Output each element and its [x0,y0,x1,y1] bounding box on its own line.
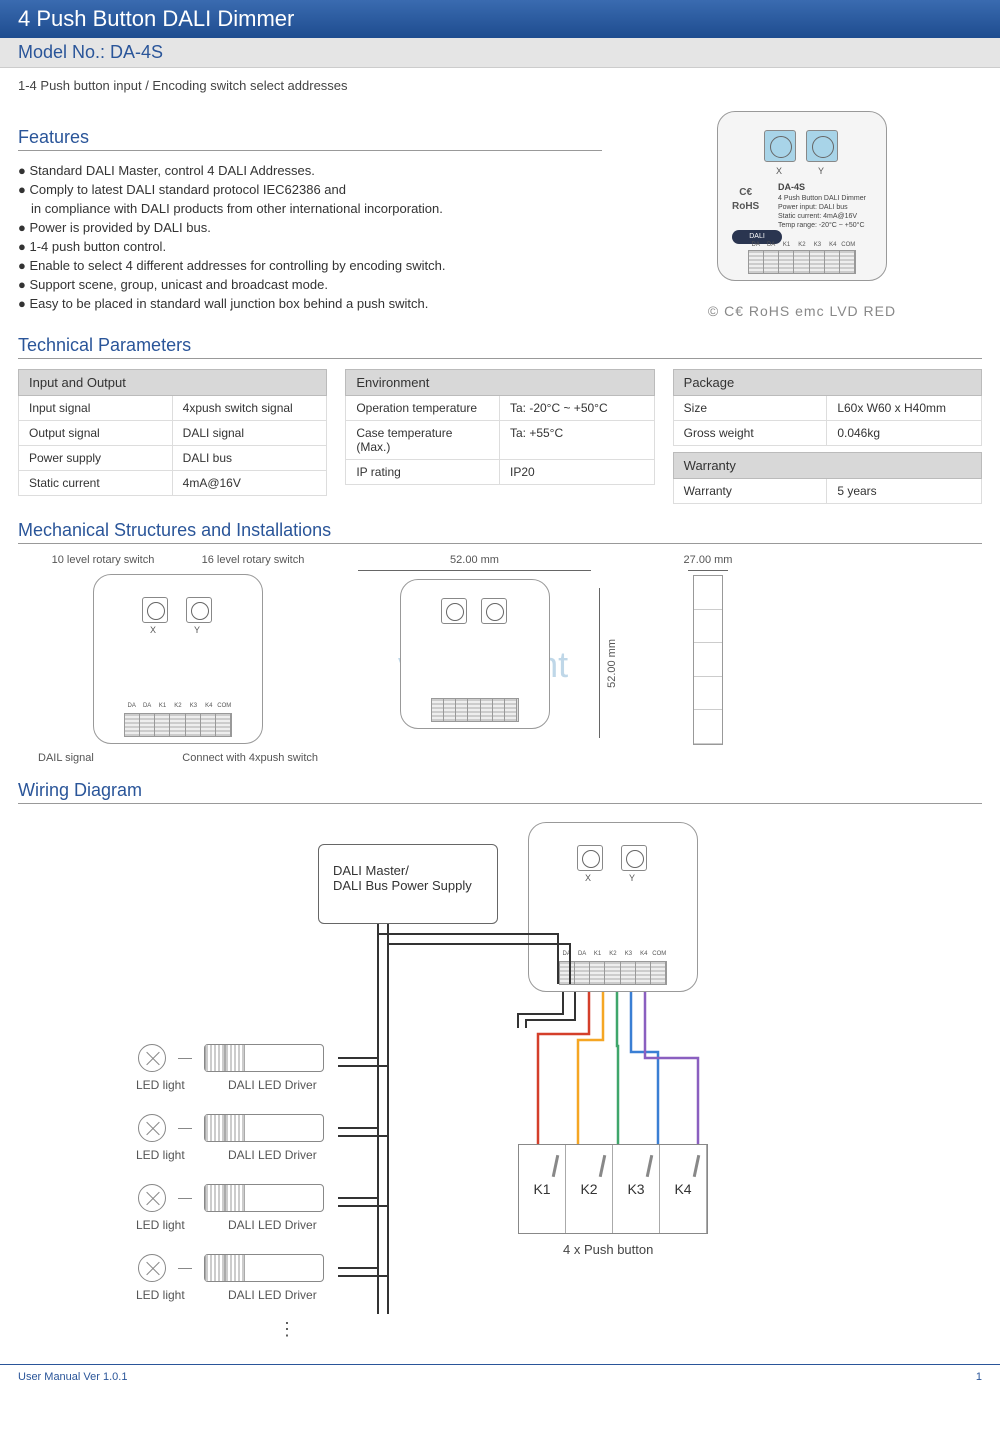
push-button-box: K1K2K3K4 [518,1144,708,1234]
mech-device-dim [400,579,550,729]
rotary10-label: 10 level rotary switch [52,554,155,566]
pkg-table-header: Package [673,369,982,396]
led-light-label: LED light [136,1218,185,1232]
io-table: Input and Output Input signal4xpush swit… [18,369,327,504]
dali-driver-icon [204,1114,324,1142]
depth-dim: 27.00 mm [648,554,768,566]
driver-label: DALI LED Driver [228,1218,317,1232]
subtitle: 1-4 Push button input / Encoding switch … [18,78,982,93]
mech-heading: Mechanical Structures and Installations [18,520,982,544]
mech-device-side [693,575,723,745]
led-driver-row [138,1184,324,1212]
feature-item: Power is provided by DALI bus. [18,218,602,237]
tech-heading: Technical Parameters [18,335,982,359]
led-bulb-icon [138,1184,166,1212]
driver-label: DALI LED Driver [228,1148,317,1162]
table-row: SizeL60x W60 x H40mm [674,396,981,421]
dali-driver-icon [204,1044,324,1072]
width-dim: 52.00 mm [358,554,591,566]
title-bar: 4 Push Button DALI Dimmer [0,0,1000,38]
wiring-device: X Y DADAK1K2K3K4COM [528,822,698,992]
dali-driver-icon [204,1254,324,1282]
table-row: Operation temperatureTa: -20°C ~ +50°C [346,396,653,421]
connect-label: Connect with 4xpush switch [182,752,318,764]
dali-master-box: DALI Master/ DALI Bus Power Supply [318,844,498,924]
table-row: Input signal4xpush switch signal [19,396,326,421]
led-driver-row [138,1044,324,1072]
table-row: Case temperature (Max.)Ta: +55°C [346,421,653,460]
push-key: K3 [613,1145,660,1233]
footer: User Manual Ver 1.0.1 1 [0,1364,1000,1389]
push-key: K4 [660,1145,707,1233]
led-bulb-icon [138,1114,166,1142]
driver-label: DALI LED Driver [228,1288,317,1302]
table-row: Static current4mA@16V [19,471,326,496]
io-table-header: Input and Output [18,369,327,396]
certification-row: © C€ RoHS emc LVD RED [622,303,982,319]
rotary-x-icon [764,130,796,162]
warranty-table-header: Warranty [673,452,982,479]
device-text: DA-4S 4 Push Button DALI Dimmer Power in… [778,182,866,230]
pkg-warranty-col: Package SizeL60x W60 x H40mmGross weight… [673,369,982,504]
dial-y-label: Y [818,166,824,176]
table-row: Power supplyDALI bus [19,446,326,471]
rotary16-label: 16 level rotary switch [202,554,305,566]
mech-dial-y-icon [186,597,212,623]
footer-version: User Manual Ver 1.0.1 [18,1371,127,1383]
mech-terminals-icon [124,713,232,737]
feature-item: 1-4 push button control. [18,237,602,256]
feature-item: Enable to select 4 different addresses f… [18,256,602,275]
driver-label: DALI LED Driver [228,1078,317,1092]
table-row: Warranty5 years [674,479,981,504]
led-driver-row [138,1254,324,1282]
product-image-col: X Y C€RoHS DA-4S 4 Push Button DALI Dimm… [622,111,982,319]
env-table: Environment Operation temperatureTa: -20… [345,369,654,504]
mech-device-front: X Y DADAK1K2K3K4COM [93,574,263,744]
led-light-label: LED light [136,1078,185,1092]
rotary-y-icon [806,130,838,162]
push-button-label: 4 x Push button [563,1242,653,1257]
feature-item: Standard DALI Master, control 4 DALI Add… [18,161,602,180]
ce-mark: C€RoHS [732,186,759,214]
push-key: K2 [566,1145,613,1233]
terminal-block-icon [748,250,856,274]
wiring-heading: Wiring Diagram [18,780,982,804]
wiring-diagram: DALI Master/ DALI Bus Power Supply X Y D… [18,814,982,1334]
feature-item: Support scene, group, unicast and broadc… [18,275,602,294]
table-row: IP ratingIP20 [346,460,653,485]
feature-item: Comply to latest DALI standard protocol … [18,180,602,199]
device-illustration: X Y C€RoHS DA-4S 4 Push Button DALI Dimm… [717,111,887,281]
led-light-label: LED light [136,1288,185,1302]
height-dim: 52.00 mm [606,639,618,688]
table-row: Output signalDALI signal [19,421,326,446]
features-list: Standard DALI Master, control 4 DALI Add… [18,161,602,313]
dial-x-label: X [776,166,782,176]
feature-item: Easy to be placed in standard wall junct… [18,294,602,313]
led-bulb-icon [138,1044,166,1072]
led-driver-row [138,1114,324,1142]
feature-item: in compliance with DALI products from ot… [18,199,602,218]
model-bar: Model No.: DA-4S [0,38,1000,68]
footer-page: 1 [976,1371,982,1383]
led-light-label: LED light [136,1148,185,1162]
dali-driver-icon [204,1184,324,1212]
mech-dial-x-icon [142,597,168,623]
terminal-labels: DADAK1K2K3K4COM [748,242,856,248]
dail-signal-label: DAIL signal [38,752,94,764]
push-key: K1 [519,1145,566,1233]
led-bulb-icon [138,1254,166,1282]
features-heading: Features [18,127,602,151]
table-row: Gross weight0.046kg [674,421,981,446]
env-table-header: Environment [345,369,654,396]
